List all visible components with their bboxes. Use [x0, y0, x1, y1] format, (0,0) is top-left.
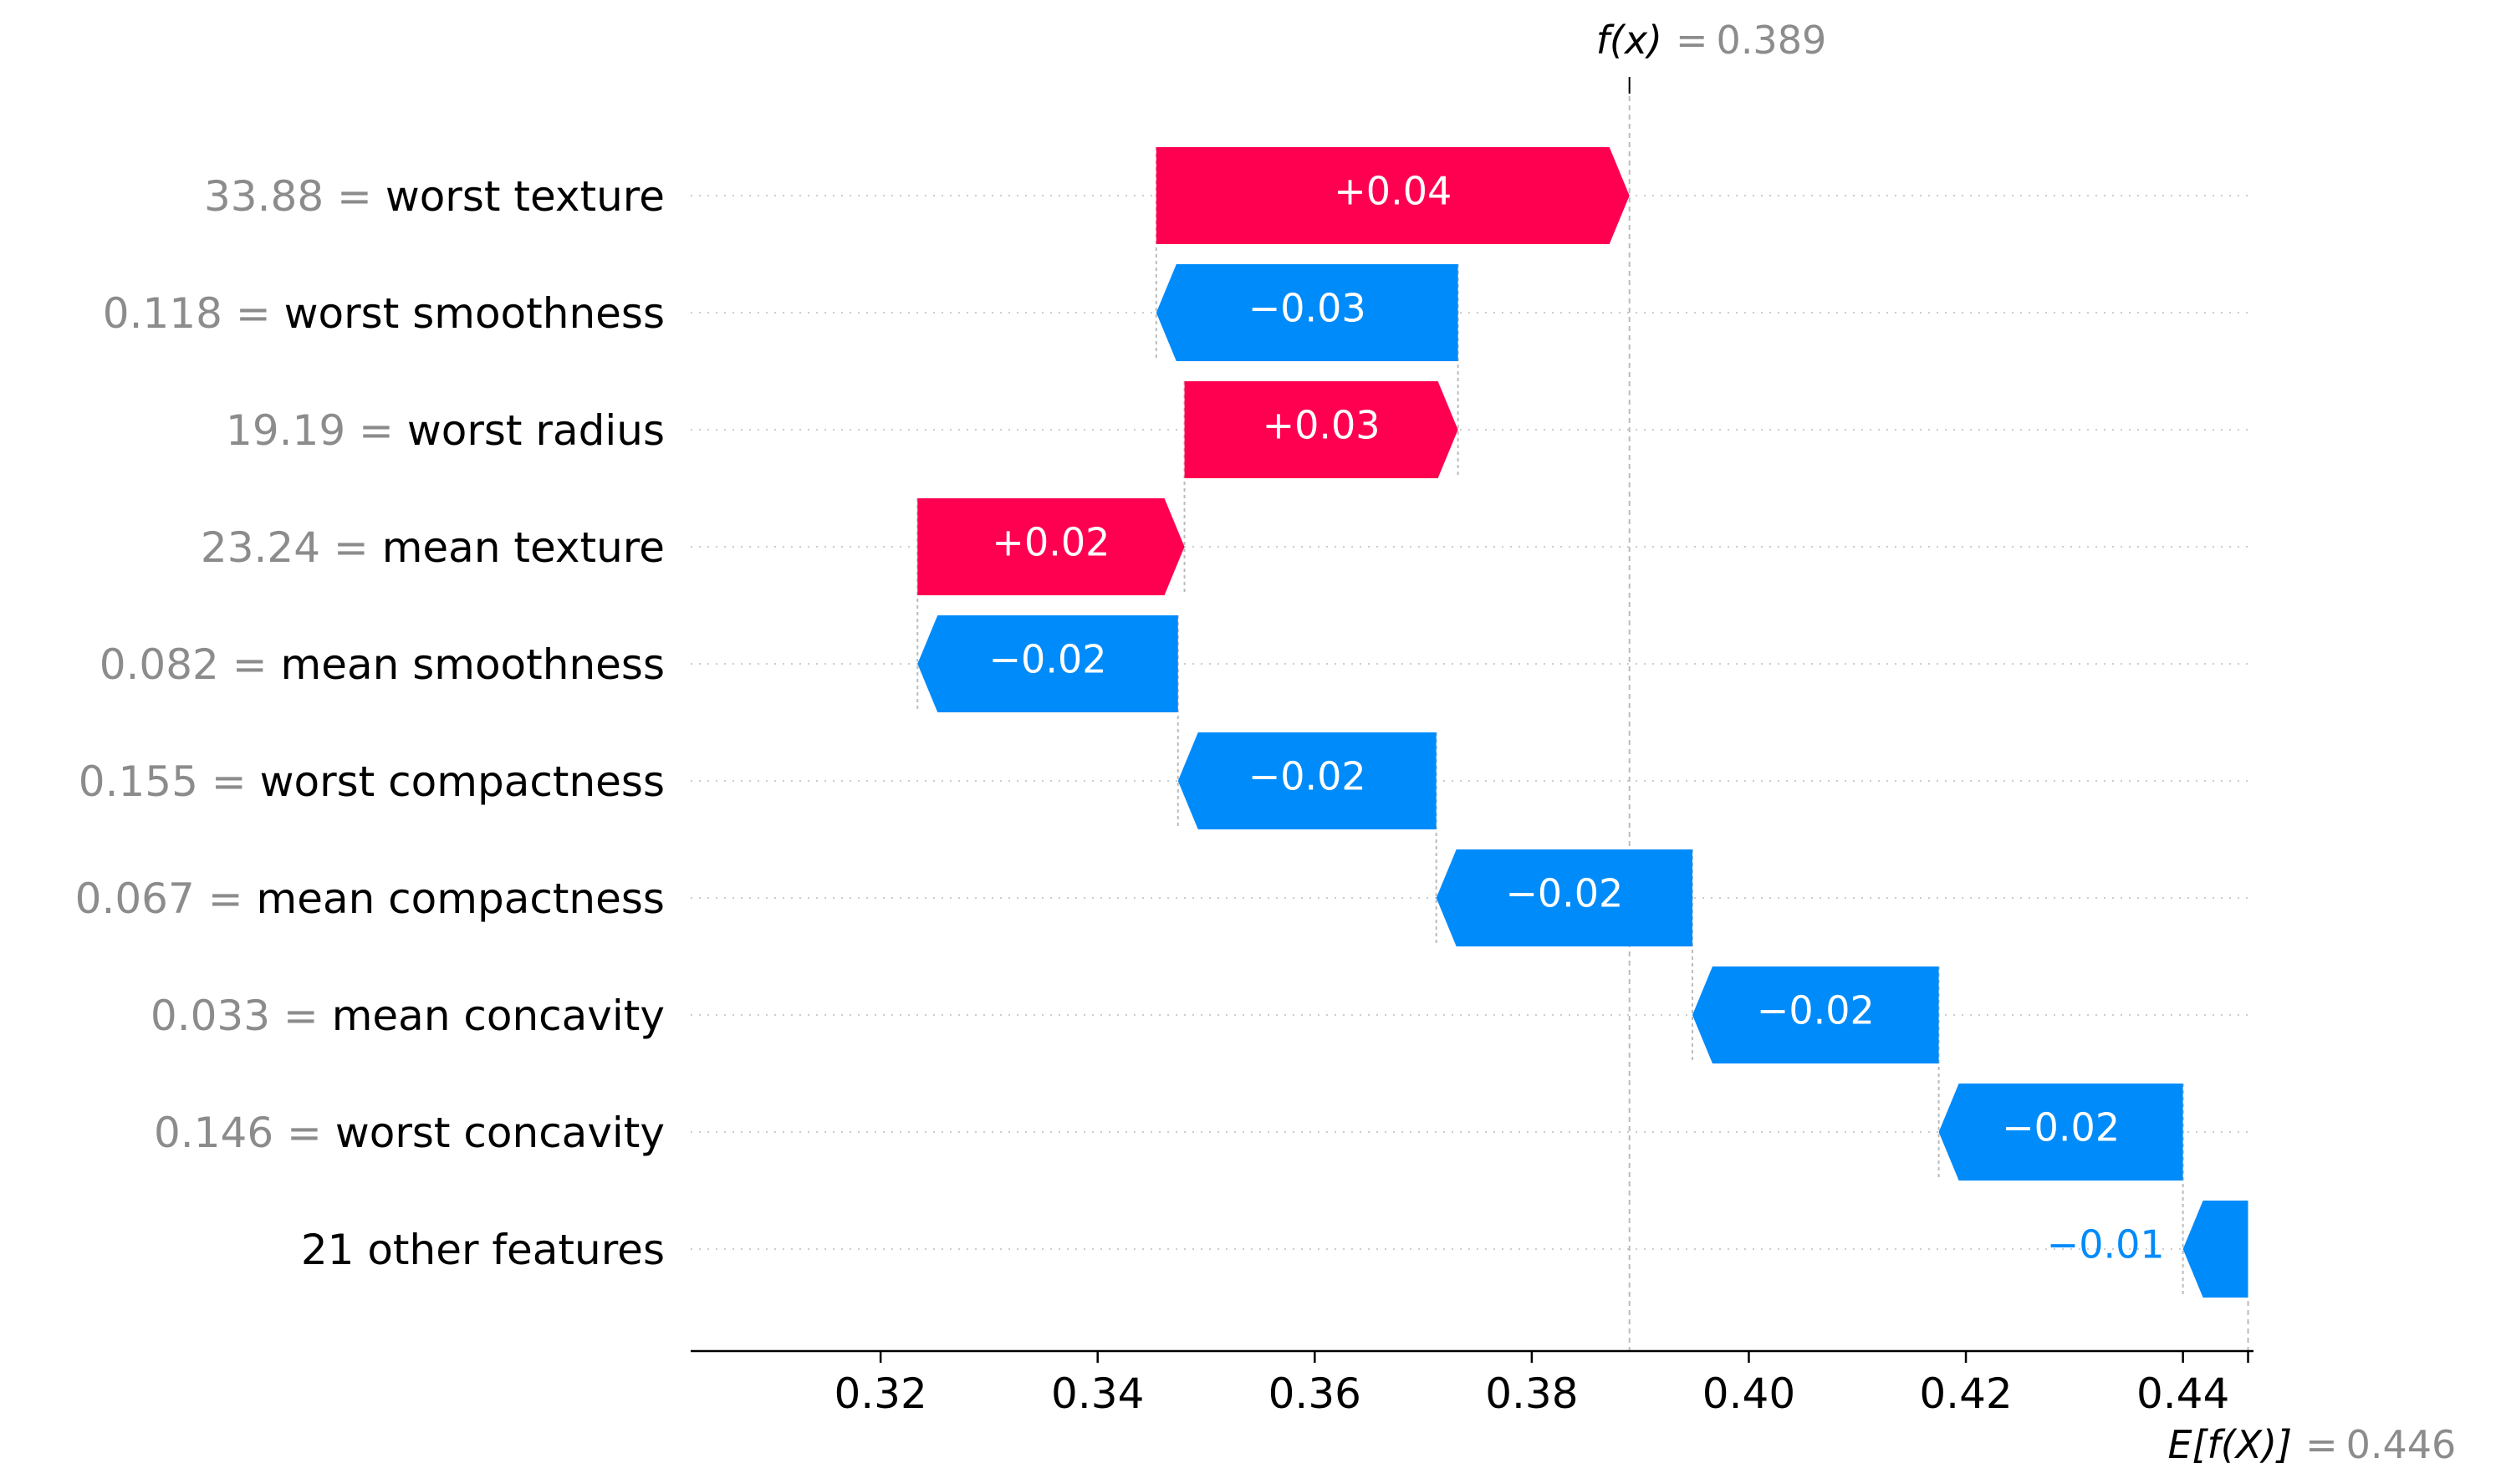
feature-value: 0.146 [154, 1109, 273, 1157]
feature-equals: = [198, 757, 260, 806]
waterfall-bar [917, 615, 1178, 712]
x-tick-label: 0.32 [834, 1369, 926, 1418]
feature-equals: = [345, 406, 407, 455]
waterfall-bar [1692, 966, 1939, 1063]
feature-label: 19.19 = worst radius [226, 406, 665, 455]
bar-value-label: −0.02 [1248, 754, 1366, 799]
waterfall-bar [1156, 147, 1630, 244]
x-tick-label: 0.42 [1919, 1369, 2012, 1418]
fx-equals: = [1676, 18, 1708, 63]
feature-equals: = [195, 875, 257, 923]
feature-label: 23.24 = mean texture [201, 523, 665, 572]
x-tick-label: 0.34 [1051, 1369, 1144, 1418]
feature-name: worst compactness [260, 757, 665, 806]
feature-name: worst smoothness [284, 289, 665, 338]
x-tick-label: 0.36 [1268, 1369, 1361, 1418]
feature-label: 0.067 = mean compactness [75, 875, 665, 923]
feature-label: 0.118 = worst smoothness [103, 289, 665, 338]
feature-name: worst texture [385, 172, 665, 221]
x-tick-label: 0.40 [1702, 1369, 1795, 1418]
bar-value-label: −0.03 [1248, 286, 1366, 331]
fx-value: 0.389 [1717, 18, 1827, 63]
contribution-bars: +0.04 −0.03 +0.03 +0.02 −0.02 −0.02 −0.02 −0.02… [917, 147, 2248, 1298]
feature-value: 0.082 [100, 640, 219, 689]
efx-value: 0.446 [2346, 1422, 2457, 1467]
feature-label: 0.146 = worst concavity [154, 1109, 665, 1157]
feature-value: 23.24 [201, 523, 320, 572]
bar-value-label: −0.02 [1757, 988, 1875, 1033]
feature-equals: = [219, 640, 281, 689]
feature-label: 0.082 = mean smoothness [100, 640, 665, 689]
bar-value-label: −0.02 [989, 637, 1107, 682]
feature-name: mean compactness [256, 875, 665, 923]
waterfall-bar [2182, 1201, 2248, 1298]
feature-value: 19.19 [226, 406, 345, 455]
feature-name: mean texture [382, 523, 665, 572]
waterfall-bar [1177, 732, 1437, 829]
fx-label: f(x) [1596, 18, 1662, 63]
feature-value: 0.067 [75, 875, 195, 923]
x-axis: 0.32 0.34 0.36 0.38 0.40 0.42 0.44 [691, 1349, 2253, 1418]
feature-label: 33.88 = worst texture [204, 172, 665, 221]
bar-value-label: −0.02 [2002, 1105, 2120, 1150]
waterfall-bar [1938, 1084, 2183, 1181]
x-tick-label: 0.38 [1485, 1369, 1578, 1418]
feature-label: 21 other features [301, 1226, 665, 1274]
waterfall-bar [1184, 381, 1458, 478]
x-tick-label: 0.44 [2136, 1369, 2229, 1418]
bar-value-label: +0.04 [1334, 169, 1452, 214]
feature-value: 0.155 [79, 757, 198, 806]
feature-name: worst concavity [335, 1109, 665, 1157]
feature-equals: = [324, 172, 385, 221]
feature-name: mean concavity [332, 992, 665, 1040]
feature-labels: 33.88 = worst texture 0.118 = worst smoot… [75, 172, 665, 1274]
feature-value: 0.118 [103, 289, 222, 338]
feature-label: 0.033 = mean concavity [151, 992, 665, 1040]
feature-equals: = [270, 992, 332, 1040]
waterfall-bar [1156, 264, 1458, 361]
efx-equals: = [2305, 1422, 2338, 1467]
feature-name: mean smoothness [281, 640, 665, 689]
waterfall-bar [1436, 849, 1692, 946]
bar-value-label: +0.02 [992, 520, 1110, 565]
feature-value: 33.88 [204, 172, 324, 221]
waterfall-bar [917, 498, 1185, 595]
feature-equals: = [320, 523, 382, 572]
feature-name: worst radius [407, 406, 665, 455]
feature-equals: = [273, 1109, 335, 1157]
bar-value-label: −0.02 [1505, 871, 1623, 916]
feature-label: 0.155 = worst compactness [79, 757, 665, 806]
fx-annotation: f(x) = 0.389 [1596, 18, 1827, 63]
feature-value: 0.033 [151, 992, 270, 1040]
efx-label: E[f(X)] [2168, 1422, 2293, 1467]
feature-name: 21 other features [301, 1226, 665, 1274]
bar-value-label: −0.01 [2047, 1222, 2165, 1267]
feature-equals: = [222, 289, 284, 338]
bar-value-label: +0.03 [1263, 403, 1381, 448]
efx-annotation: E[f(X)] = 0.446 [2168, 1422, 2457, 1467]
